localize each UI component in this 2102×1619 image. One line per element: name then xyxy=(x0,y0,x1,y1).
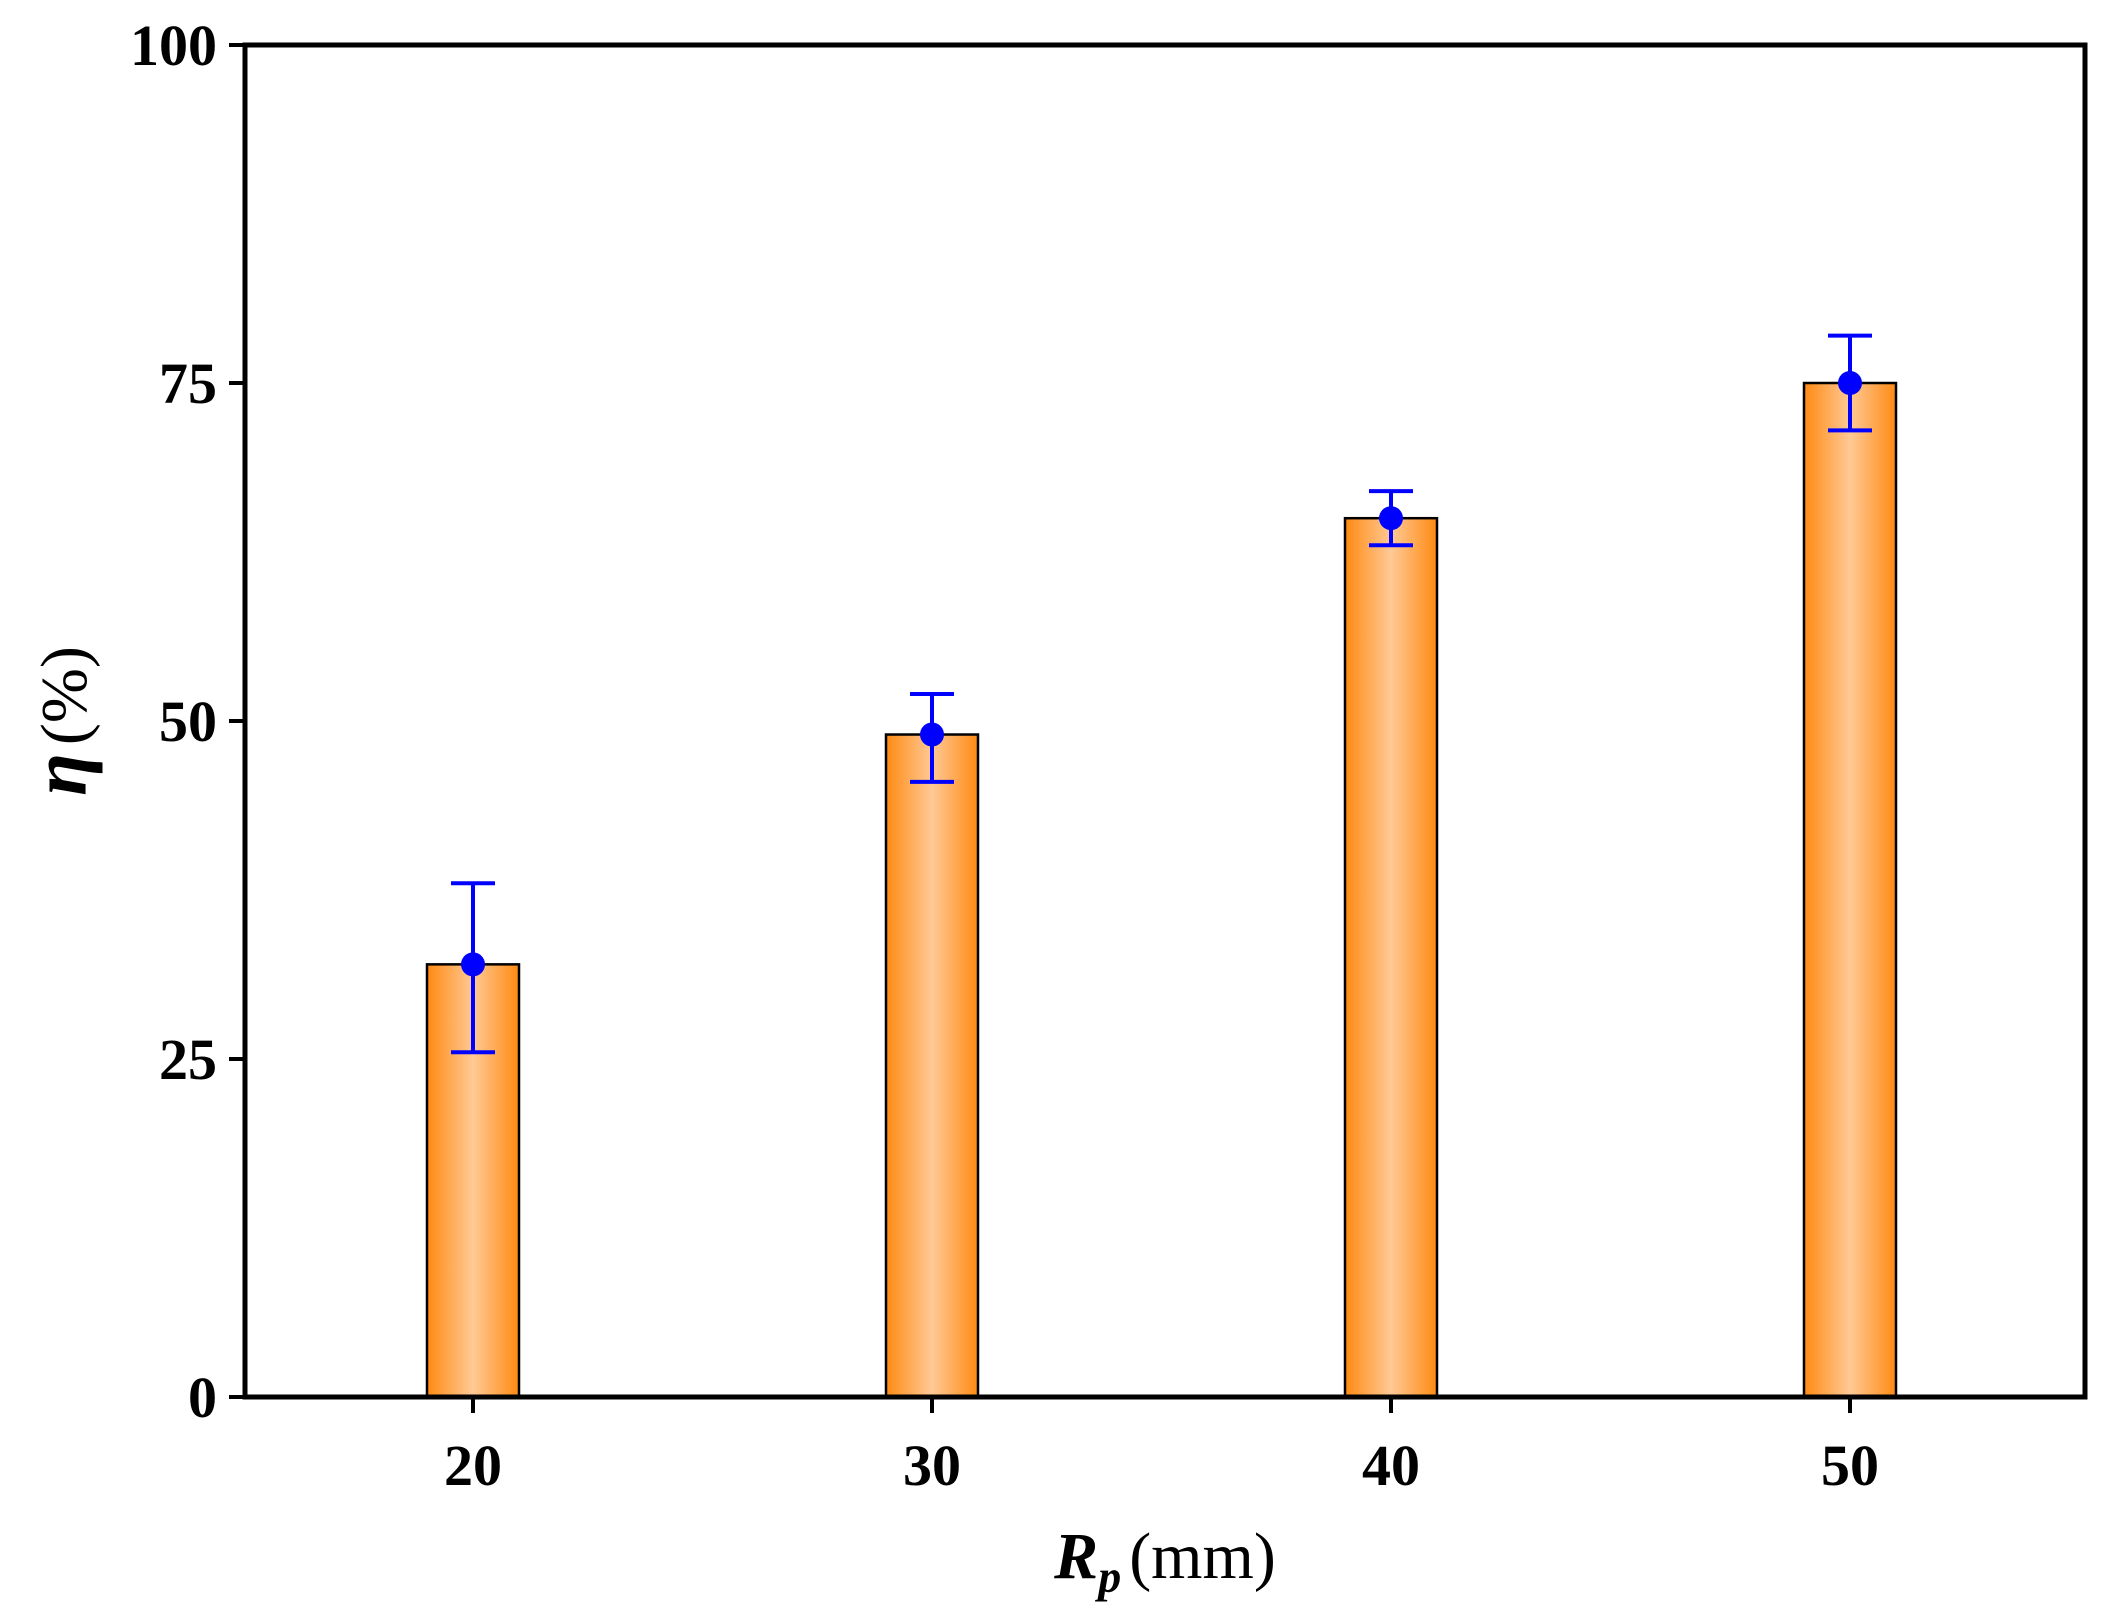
bar-40 xyxy=(1343,516,1439,1399)
y-axis-symbol: η xyxy=(16,753,103,796)
x-tick-label-20: 20 xyxy=(444,1433,502,1498)
x-tick-label-40: 40 xyxy=(1362,1433,1420,1498)
y-tick-label-0: 0 xyxy=(188,1365,217,1430)
bar-30 xyxy=(884,733,980,1399)
x-axis-subscript: p xyxy=(1094,1551,1121,1602)
mean-point-40 xyxy=(1379,506,1403,531)
mean-point-30 xyxy=(920,722,944,747)
bar-50 xyxy=(1802,381,1898,1399)
y-tick-label-100: 100 xyxy=(130,13,217,78)
y-tick-label-50: 50 xyxy=(159,689,217,754)
x-axis-symbol: R xyxy=(1053,1520,1098,1593)
x-tick-label-30: 30 xyxy=(903,1433,961,1498)
y-tick-label-75: 75 xyxy=(159,351,217,416)
y-axis-unit: (%) xyxy=(28,646,101,745)
y-tick-label-25: 25 xyxy=(159,1027,217,1092)
x-axis-title: Rp (mm) xyxy=(1053,1520,1276,1602)
ticks-layer: 20 30 40 50 0 25 50 75 100 xyxy=(130,13,1879,1498)
error-bars-layer xyxy=(451,333,1872,1055)
y-axis-title: η (%) xyxy=(16,646,103,796)
bars-layer xyxy=(425,381,1898,1399)
x-tick-label-50: 50 xyxy=(1821,1433,1879,1498)
x-axis-unit: (mm) xyxy=(1129,1520,1276,1593)
mean-point-20 xyxy=(461,952,485,977)
mean-point-50 xyxy=(1838,371,1862,395)
